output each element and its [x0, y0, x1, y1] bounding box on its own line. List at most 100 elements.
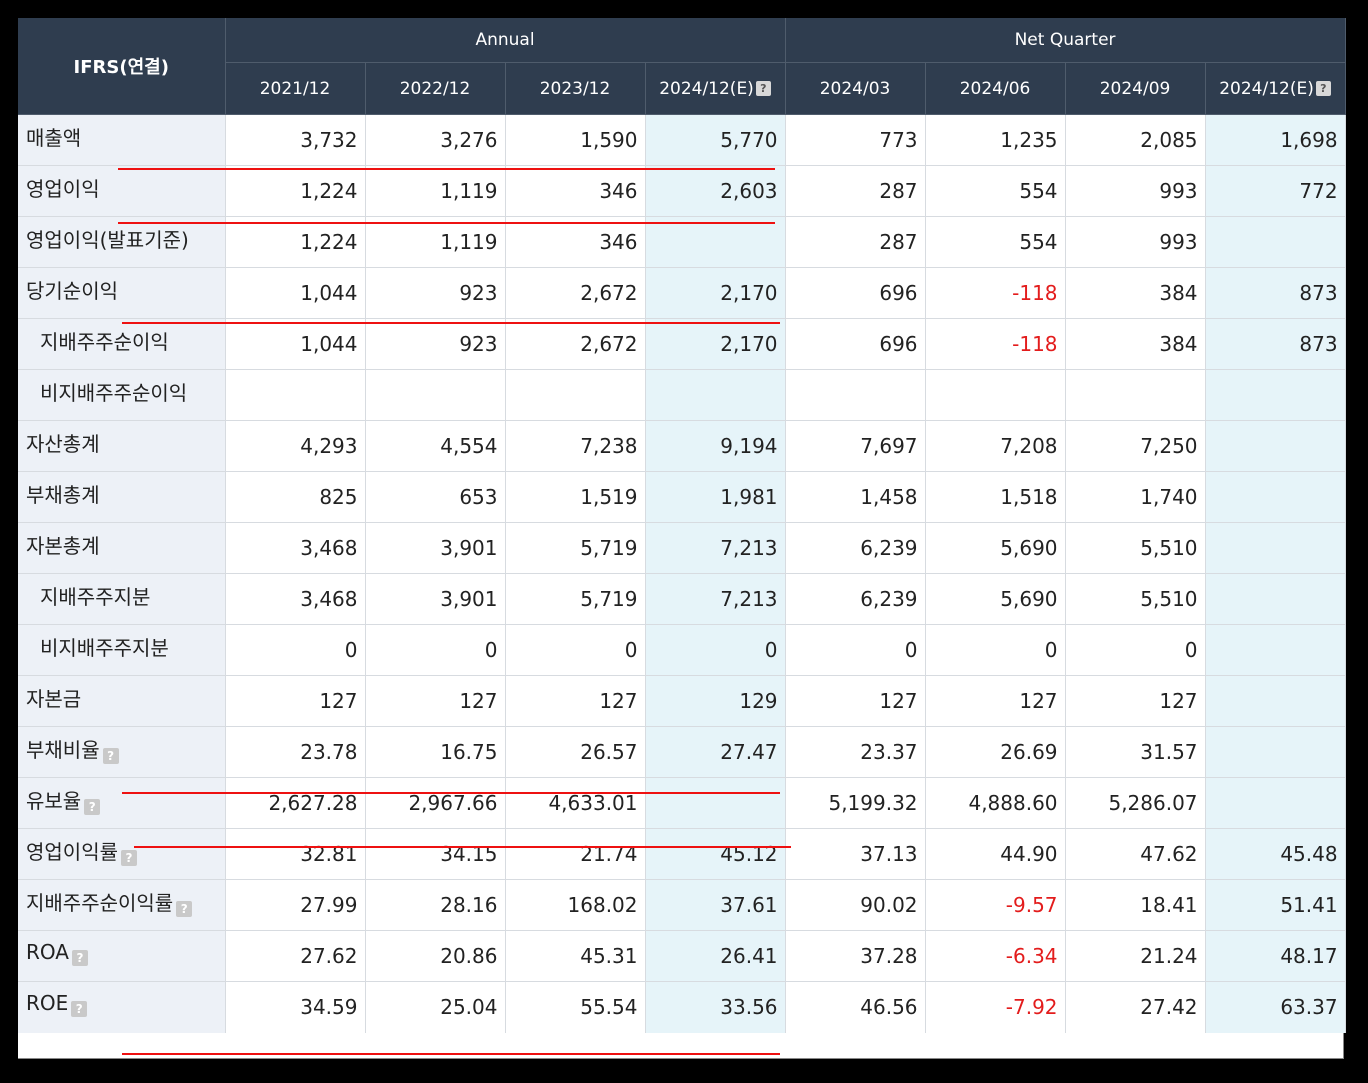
table-row: 영업이익(발표기준) 1,224 1,119 346 287 554 993	[18, 216, 1346, 268]
value-cell: 7,213	[645, 573, 786, 625]
value-cell	[1205, 777, 1346, 829]
value-cell: 34.15	[365, 828, 506, 880]
help-icon[interactable]: ?	[1315, 80, 1331, 96]
table-row: 자산총계 4,293 4,554 7,238 9,194 7,697 7,208 7,250	[18, 420, 1346, 472]
value-cell: 3,901	[365, 522, 506, 574]
value-cell: 33.56	[645, 981, 786, 1033]
value-cell: 873	[1205, 318, 1346, 370]
value-cell: 3,276	[365, 114, 506, 166]
row-label-text: 자본총계	[26, 533, 100, 558]
value-cell: 6,239	[785, 522, 926, 574]
value-cell: 168.02	[505, 879, 646, 931]
value-cell: 3,468	[225, 573, 366, 625]
value-cell: 2,672	[505, 318, 646, 370]
row-label: 영업이익	[18, 165, 226, 217]
value-cell: 4,554	[365, 420, 506, 472]
value-cell: 696	[785, 267, 926, 319]
value-cell: 346	[505, 216, 646, 268]
help-icon[interactable]: ?	[121, 849, 137, 866]
value-cell: 26.41	[645, 930, 786, 982]
table-row: 부채총계 825 653 1,519 1,981 1,458 1,518 1,740	[18, 471, 1346, 523]
value-cell: 51.41	[1205, 879, 1346, 931]
value-cell: -7.92	[925, 981, 1066, 1033]
red-underline	[122, 1053, 780, 1055]
value-cell: 773	[785, 114, 926, 166]
value-cell: 5,510	[1065, 573, 1206, 625]
value-cell	[1205, 726, 1346, 778]
value-cell	[1205, 675, 1346, 727]
value-cell: 21.74	[505, 828, 646, 880]
value-cell: 18.41	[1065, 879, 1206, 931]
row-label-text: 당기순이익	[26, 278, 118, 303]
period-header: 2024/03	[785, 62, 926, 115]
value-cell: 37.13	[785, 828, 926, 880]
table-row: 영업이익 1,224 1,119 346 2,603 287 554 993 772	[18, 165, 1346, 217]
value-cell: 16.75	[365, 726, 506, 778]
value-cell: 346	[505, 165, 646, 217]
period-header: 2023/12	[505, 62, 646, 115]
row-label-text: 영업이익	[26, 176, 100, 201]
value-cell: -118	[925, 318, 1066, 370]
annual-group-header: Annual	[225, 18, 786, 63]
value-cell: 4,888.60	[925, 777, 1066, 829]
value-cell: 45.31	[505, 930, 646, 982]
help-icon[interactable]: ?	[102, 747, 119, 764]
value-cell: 37.61	[645, 879, 786, 931]
help-icon[interactable]: ?	[71, 950, 88, 966]
value-cell	[645, 216, 786, 268]
value-cell: 993	[1065, 165, 1206, 217]
table-row: 지배주주순이익률? 27.99 28.16 168.02 37.61 90.02 -9.57…	[18, 879, 1346, 931]
value-cell	[925, 369, 1066, 421]
value-cell: 55.54	[505, 981, 646, 1033]
row-label-text: 지배주주순이익률	[26, 890, 174, 915]
value-cell: 923	[365, 267, 506, 319]
table-row: ROE? 34.59 25.04 55.54 33.56 46.56 -7.92 27.42 6…	[18, 981, 1346, 1033]
value-cell: 5,770	[645, 114, 786, 166]
row-label: ROA?	[18, 930, 226, 982]
value-cell: 27.42	[1065, 981, 1206, 1033]
period-header: 2021/12	[225, 62, 366, 115]
row-label: 부채비율?	[18, 726, 226, 778]
value-cell: 25.04	[365, 981, 506, 1033]
value-cell: 129	[645, 675, 786, 727]
value-cell: 90.02	[785, 879, 926, 931]
period-header: 2024/12(E)?	[645, 62, 786, 115]
red-underline	[118, 222, 775, 224]
value-cell	[1205, 522, 1346, 574]
help-icon[interactable]: ?	[71, 1001, 88, 1018]
red-underline	[122, 792, 780, 794]
value-cell: 7,250	[1065, 420, 1206, 472]
period-header: 2024/06	[925, 62, 1066, 115]
help-icon[interactable]: ?	[84, 798, 101, 815]
value-cell: 287	[785, 216, 926, 268]
value-cell: 23.37	[785, 726, 926, 778]
value-cell: 5,690	[925, 522, 1066, 574]
row-label-text: ROA	[26, 940, 69, 964]
row-label-text: 비지배주주지분	[40, 635, 169, 660]
value-cell: 27.99	[225, 879, 366, 931]
value-cell: 1,458	[785, 471, 926, 523]
value-cell: 5,199.32	[785, 777, 926, 829]
value-cell	[1205, 420, 1346, 472]
value-cell: 46.56	[785, 981, 926, 1033]
value-cell: 37.28	[785, 930, 926, 982]
value-cell: 2,672	[505, 267, 646, 319]
table-row: 비지배주주지분 0 0 0 0 0 0 0	[18, 624, 1346, 676]
help-icon[interactable]: ?	[755, 80, 771, 96]
value-cell: 0	[225, 624, 366, 676]
row-label: 부채총계	[18, 471, 226, 523]
value-cell: 5,690	[925, 573, 1066, 625]
row-label: 자본총계	[18, 522, 226, 574]
help-icon[interactable]: ?	[176, 900, 193, 917]
value-cell: 1,224	[225, 216, 366, 268]
value-cell: 47.62	[1065, 828, 1206, 880]
red-underline	[134, 846, 791, 848]
value-cell: 825	[225, 471, 366, 523]
value-cell: 63.37	[1205, 981, 1346, 1033]
value-cell: 21.24	[1065, 930, 1206, 982]
value-cell: 384	[1065, 318, 1206, 370]
value-cell: 44.90	[925, 828, 1066, 880]
value-cell	[365, 369, 506, 421]
value-cell: 696	[785, 318, 926, 370]
value-cell: 1,519	[505, 471, 646, 523]
